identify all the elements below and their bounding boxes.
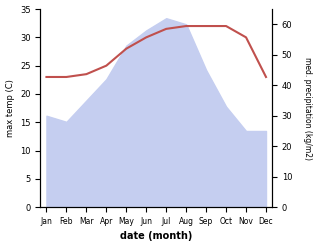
X-axis label: date (month): date (month) xyxy=(120,231,192,242)
Y-axis label: max temp (C): max temp (C) xyxy=(5,79,15,137)
Y-axis label: med. precipitation (kg/m2): med. precipitation (kg/m2) xyxy=(303,57,313,160)
